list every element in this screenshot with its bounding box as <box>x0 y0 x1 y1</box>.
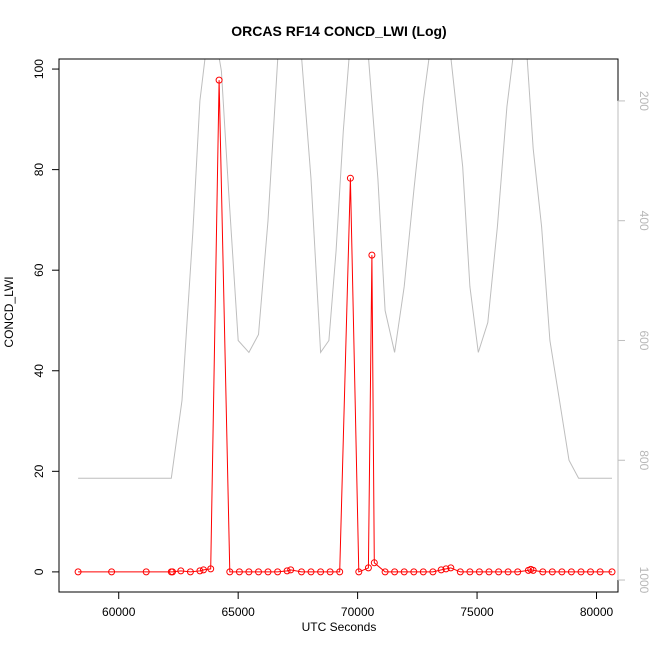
concd-data-point <box>368 251 376 259</box>
concd-data-point <box>287 566 295 574</box>
right-axis-tick-label: 400 <box>637 211 650 231</box>
x-axis-tick-label: 60000 <box>102 605 136 619</box>
concd-data-point <box>587 568 594 576</box>
y-axis-tick-label: 0 <box>32 568 46 575</box>
concd-data-point <box>336 568 344 576</box>
x-axis-tick-label: 70000 <box>341 605 375 619</box>
y-axis-label: CONCD_LWI <box>2 276 16 347</box>
concd-data-point <box>466 568 474 576</box>
concd-data-point <box>108 568 116 576</box>
concd-data-point <box>74 568 82 576</box>
concd-data-point <box>429 568 437 576</box>
y-axis-tick-label: 60 <box>32 263 46 277</box>
concd-data-point <box>548 568 556 576</box>
concd-data-point <box>215 76 223 84</box>
concd-data-point <box>475 568 483 576</box>
concd-data-point <box>514 568 522 576</box>
x-axis-tick-label: 80000 <box>580 605 614 619</box>
concd-data-point <box>381 568 389 576</box>
y-axis-tick-label: 100 <box>32 59 46 79</box>
concd-data-point <box>186 568 194 576</box>
concd-data-point <box>495 568 503 576</box>
concd-data-point <box>196 567 204 575</box>
concd-data-point <box>177 567 185 575</box>
concd-data-point <box>364 564 372 572</box>
y-axis-tick-label: 40 <box>32 364 46 378</box>
concd-data-point <box>437 566 445 574</box>
concd-data-point <box>346 174 354 182</box>
concd-data-point <box>577 568 585 576</box>
concd-data-point <box>410 568 418 576</box>
concd-data-point <box>298 568 305 576</box>
concd-data-point <box>283 567 291 575</box>
plot-box <box>58 58 619 593</box>
y-axis-tick-label: 80 <box>32 163 46 177</box>
concd-data-point <box>307 568 315 576</box>
concd-data-point <box>245 568 253 576</box>
concd-data-point <box>235 568 243 576</box>
concd-data-point <box>504 568 512 576</box>
concd-data-point <box>264 568 272 576</box>
concd-data-point <box>274 568 282 576</box>
y-axis-tick-label: 20 <box>32 464 46 478</box>
concd-data-point <box>596 568 604 576</box>
concd-data-point <box>567 568 575 576</box>
x-axis-tick-label: 65000 <box>221 605 255 619</box>
concd-data-point <box>419 568 427 576</box>
concd-data-point <box>370 559 378 567</box>
concd-data-point <box>317 568 325 576</box>
concd-data-point <box>326 568 334 576</box>
concd-data-point <box>142 568 150 576</box>
concd-data-point <box>400 568 408 576</box>
x-axis-label: UTC Seconds <box>302 620 377 634</box>
chart-title: ORCAS RF14 CONCD_LWI (Log) <box>231 23 446 39</box>
concd-data-point <box>529 566 537 574</box>
concd-data-point <box>200 566 207 574</box>
x-axis: 60000 65000 70000 75000 80000 <box>102 591 614 619</box>
right-axis-tick-label: 200 <box>637 91 650 111</box>
plot-area <box>58 58 619 593</box>
x-axis-tick-label: 75000 <box>460 605 494 619</box>
concd-data-point <box>169 568 176 576</box>
concd-data-point <box>456 568 464 576</box>
concd-data-point <box>255 568 262 576</box>
y-axis: 0 20 40 60 80 100 <box>32 59 60 575</box>
concd-data-point <box>539 568 547 576</box>
right-axis: 200 400 600 800 1000 <box>617 91 650 594</box>
pressure-series-line <box>78 59 612 479</box>
concd-data-point <box>608 568 616 576</box>
right-axis-tick-label: 1000 <box>637 567 650 594</box>
concd-data-point <box>442 565 450 573</box>
right-axis-tick-label: 800 <box>637 450 650 470</box>
concd-data-point <box>558 568 566 576</box>
concd-data-point <box>447 564 455 572</box>
concd-data-point <box>207 565 215 573</box>
concd-data-point <box>485 568 493 576</box>
right-axis-tick-label: 600 <box>637 330 650 350</box>
concd-data-point <box>355 568 363 576</box>
concd-data-point <box>226 568 234 576</box>
concd-series-line <box>78 80 612 573</box>
concd-data-point <box>391 568 399 576</box>
